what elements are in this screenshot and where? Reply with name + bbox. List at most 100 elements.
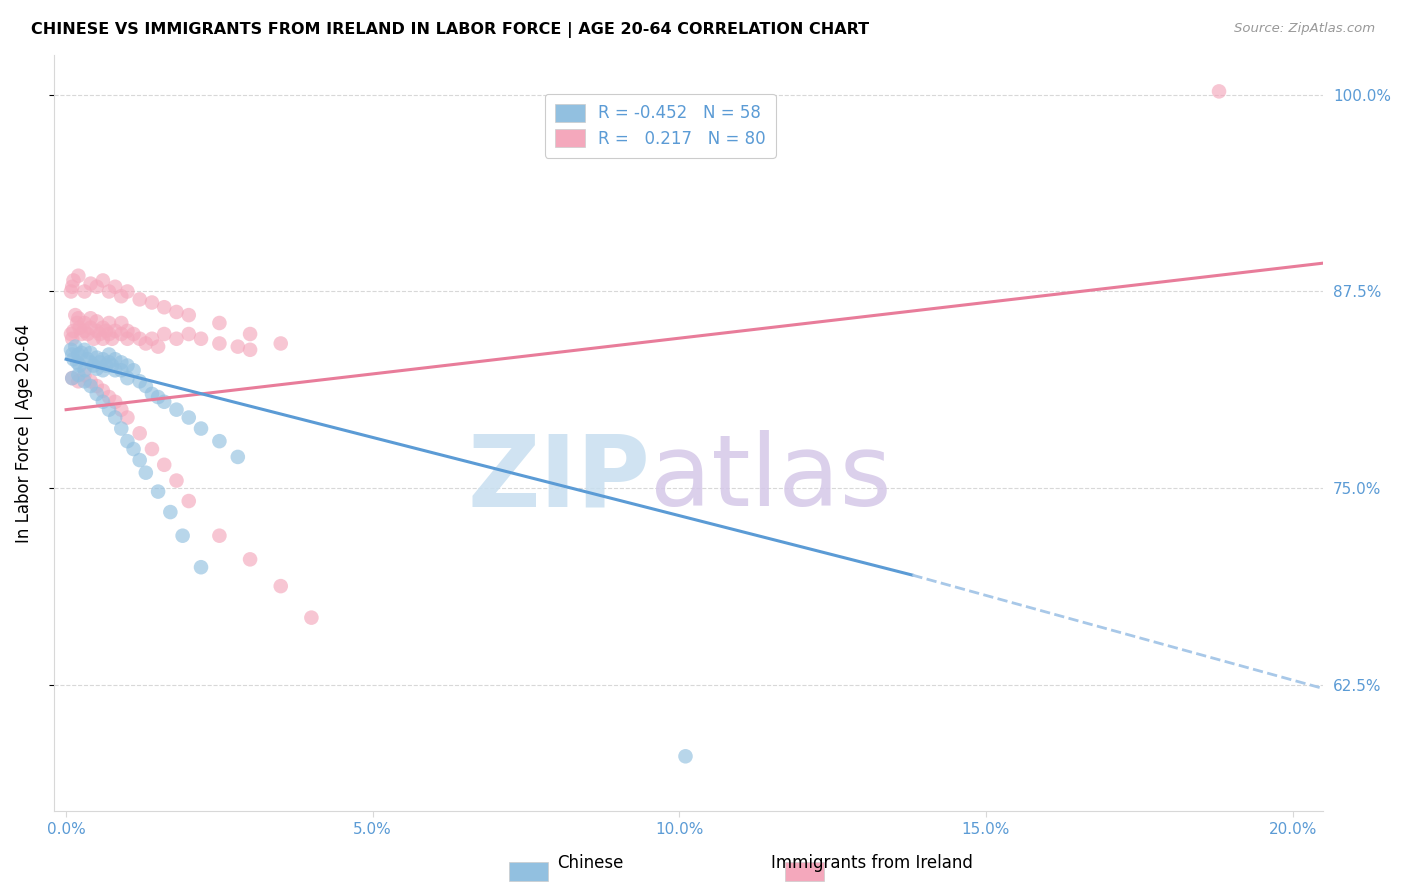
Point: [62, 324, 84, 338]
Point: [177, 308, 200, 322]
Point: [146, 484, 169, 499]
Point: [67, 311, 90, 326]
Point: [104, 394, 127, 409]
Point: [110, 326, 132, 341]
Point: [101, 332, 124, 346]
Point: [172, 529, 194, 543]
Text: ZIP: ZIP: [468, 430, 651, 527]
Point: [208, 434, 231, 449]
Point: [135, 466, 157, 480]
Point: [79, 346, 101, 360]
Point: [70, 346, 93, 360]
Point: [1208, 84, 1230, 98]
Point: [239, 552, 262, 566]
Point: [141, 387, 163, 401]
Point: [177, 410, 200, 425]
Point: [91, 363, 114, 377]
Point: [94, 324, 117, 338]
Point: [86, 324, 108, 338]
Point: [122, 442, 145, 456]
Point: [98, 402, 121, 417]
Point: [60, 343, 83, 357]
Point: [122, 326, 145, 341]
Point: [67, 268, 90, 283]
Point: [91, 394, 114, 409]
Point: [86, 387, 108, 401]
Point: [86, 279, 108, 293]
Point: [141, 442, 163, 456]
Point: [104, 352, 127, 367]
Point: [83, 332, 105, 346]
Point: [117, 410, 139, 425]
Text: CHINESE VS IMMIGRANTS FROM IRELAND IN LABOR FORCE | AGE 20-64 CORRELATION CHART: CHINESE VS IMMIGRANTS FROM IRELAND IN LA…: [31, 22, 869, 38]
Point: [141, 295, 163, 310]
Point: [60, 347, 83, 361]
Point: [128, 332, 150, 346]
Point: [166, 402, 188, 417]
Point: [86, 314, 108, 328]
Point: [166, 305, 188, 319]
Point: [153, 326, 176, 341]
Point: [65, 308, 87, 322]
Point: [128, 426, 150, 441]
Point: [67, 374, 90, 388]
Point: [89, 355, 111, 369]
Point: [146, 340, 169, 354]
Point: [66, 316, 89, 330]
Point: [190, 560, 212, 574]
Point: [226, 450, 249, 464]
Point: [73, 363, 96, 377]
Point: [128, 293, 150, 307]
Point: [117, 371, 139, 385]
Point: [110, 421, 132, 435]
Point: [141, 332, 163, 346]
Point: [66, 355, 89, 369]
Point: [73, 316, 96, 330]
Point: [128, 374, 150, 388]
Point: [91, 384, 114, 398]
Point: [86, 379, 108, 393]
Point: [110, 402, 132, 417]
Point: [153, 458, 176, 472]
Point: [62, 352, 84, 367]
Point: [79, 379, 101, 393]
Point: [117, 324, 139, 338]
Point: [69, 320, 91, 334]
Point: [239, 326, 262, 341]
Point: [60, 285, 83, 299]
Point: [190, 332, 212, 346]
Point: [166, 474, 188, 488]
Point: [65, 340, 87, 354]
Point: [190, 421, 212, 435]
Point: [76, 326, 98, 341]
Point: [73, 343, 96, 357]
Point: [270, 579, 292, 593]
Point: [60, 279, 83, 293]
Y-axis label: In Labor Force | Age 20-64: In Labor Force | Age 20-64: [15, 324, 32, 543]
Point: [135, 379, 157, 393]
Point: [110, 363, 132, 377]
Point: [86, 361, 108, 376]
Point: [83, 359, 105, 373]
Point: [110, 289, 132, 303]
Point: [101, 359, 124, 373]
Point: [67, 347, 90, 361]
Legend: R = -0.452   N = 58, R =   0.217   N = 80: R = -0.452 N = 58, R = 0.217 N = 80: [544, 94, 776, 158]
Point: [110, 316, 132, 330]
Point: [117, 434, 139, 449]
Point: [226, 340, 249, 354]
Point: [91, 332, 114, 346]
Point: [104, 363, 127, 377]
Point: [270, 336, 292, 351]
Point: [73, 374, 96, 388]
Point: [98, 347, 121, 361]
Point: [117, 332, 139, 346]
Point: [166, 332, 188, 346]
Point: [89, 326, 111, 341]
Text: Immigrants from Ireland: Immigrants from Ireland: [770, 855, 973, 872]
Point: [675, 749, 697, 764]
Point: [110, 355, 132, 369]
Text: Chinese: Chinese: [557, 855, 624, 872]
Point: [79, 277, 101, 291]
Point: [98, 316, 121, 330]
